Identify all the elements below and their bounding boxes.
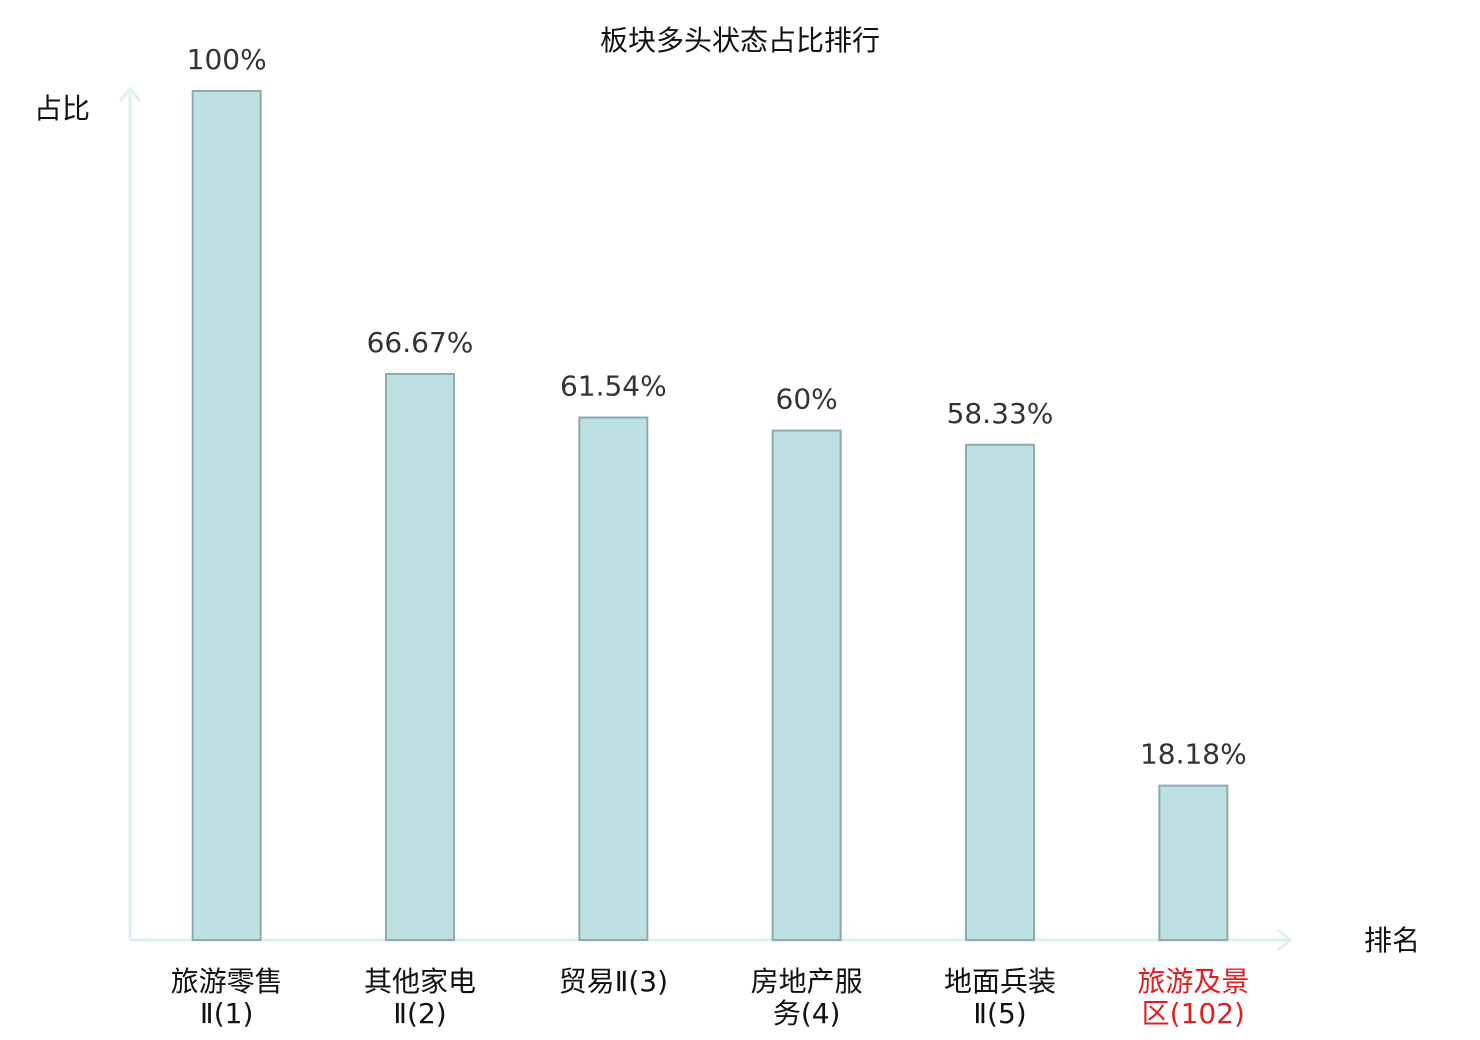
x-tick-label: 旅游及景区(102): [1137, 965, 1250, 1030]
y-axis-label: 占比: [34, 92, 90, 125]
value-label: 61.54%: [560, 370, 667, 403]
bar: [771, 429, 842, 941]
y-axis-arrow: [118, 86, 142, 102]
x-tick-label: 房地产服务(4): [750, 965, 863, 1030]
value-label: 58.33%: [947, 397, 1054, 430]
x-tick-label: 旅游零售Ⅱ(1): [170, 965, 283, 1030]
value-label: 18.18%: [1140, 738, 1247, 771]
x-tick-label: 地面兵装Ⅱ(5): [943, 965, 1056, 1030]
bar: [385, 372, 455, 942]
x-axis-label: 排名: [1364, 924, 1420, 957]
x-tick-label: 其他家电Ⅱ(2): [363, 965, 476, 1030]
value-label: 60%: [776, 383, 838, 416]
chart-title: 板块多头状态占比排行: [600, 24, 880, 57]
x-tick-label: 贸易Ⅱ(3): [558, 965, 669, 998]
bar: [1158, 784, 1229, 941]
bar: [191, 90, 262, 941]
bar: [578, 416, 649, 941]
value-label: 66.67%: [367, 326, 474, 359]
x-axis-arrow: [1277, 928, 1293, 952]
bar: [965, 443, 1035, 941]
value-label: 100%: [187, 43, 267, 76]
